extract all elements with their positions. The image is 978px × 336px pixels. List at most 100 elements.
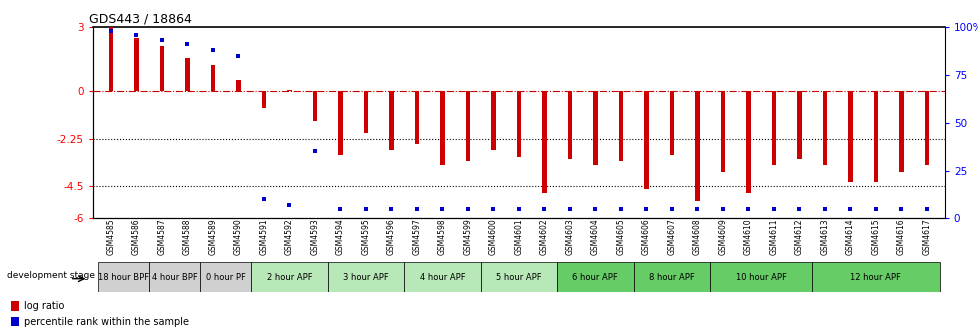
Point — [434, 206, 450, 212]
Text: GSM4603: GSM4603 — [564, 218, 574, 255]
Point — [179, 41, 195, 47]
Text: log ratio: log ratio — [24, 301, 65, 311]
Text: 8 hour APF: 8 hour APF — [648, 273, 694, 282]
Bar — [98, 262, 149, 292]
Text: GSM4595: GSM4595 — [361, 218, 370, 255]
Text: GSM4592: GSM4592 — [285, 218, 293, 255]
Text: GSM4590: GSM4590 — [234, 218, 243, 255]
Bar — [363, 91, 368, 133]
Point — [791, 206, 807, 212]
Text: GSM4601: GSM4601 — [513, 218, 523, 255]
Bar — [812, 262, 939, 292]
Point — [282, 202, 297, 208]
Bar — [745, 91, 750, 193]
Bar — [847, 91, 852, 182]
Text: 18 hour BPF: 18 hour BPF — [98, 273, 149, 282]
Text: GSM4617: GSM4617 — [921, 218, 930, 255]
Point — [612, 206, 628, 212]
Point — [307, 149, 323, 154]
Point — [561, 206, 577, 212]
Text: 4 hour BPF: 4 hour BPF — [152, 273, 198, 282]
Bar — [669, 91, 674, 155]
Text: GSM4599: GSM4599 — [463, 218, 472, 255]
Bar — [556, 262, 633, 292]
Point — [842, 206, 858, 212]
Bar — [287, 90, 291, 91]
Text: GSM4607: GSM4607 — [667, 218, 676, 255]
Text: GSM4593: GSM4593 — [310, 218, 319, 255]
Bar — [337, 91, 342, 155]
Text: GSM4609: GSM4609 — [718, 218, 727, 255]
Text: GDS443 / 18864: GDS443 / 18864 — [89, 13, 192, 26]
Text: 6 hour APF: 6 hour APF — [572, 273, 618, 282]
Text: GSM4616: GSM4616 — [896, 218, 905, 255]
Text: GSM4598: GSM4598 — [437, 218, 446, 255]
Point — [409, 206, 424, 212]
Text: 3 hour APF: 3 hour APF — [342, 273, 388, 282]
Point — [918, 206, 934, 212]
Bar — [404, 262, 480, 292]
Bar — [796, 91, 801, 159]
Text: GSM4608: GSM4608 — [692, 218, 701, 255]
Point — [128, 32, 144, 37]
Text: GSM4585: GSM4585 — [107, 218, 115, 255]
Bar — [720, 91, 725, 172]
Bar — [709, 262, 812, 292]
Bar — [694, 91, 699, 201]
Point — [867, 206, 883, 212]
Bar — [200, 262, 250, 292]
Point — [663, 206, 679, 212]
Text: GSM4597: GSM4597 — [412, 218, 421, 255]
Bar — [567, 91, 571, 159]
Bar — [466, 91, 469, 161]
Bar — [236, 80, 241, 91]
Text: 12 hour APF: 12 hour APF — [850, 273, 901, 282]
Point — [485, 206, 501, 212]
Point — [765, 206, 780, 212]
Point — [739, 206, 755, 212]
Text: GSM4589: GSM4589 — [208, 218, 217, 255]
Bar — [159, 46, 164, 91]
Bar — [185, 58, 190, 91]
Text: GSM4613: GSM4613 — [820, 218, 828, 255]
Bar — [618, 91, 623, 161]
Bar — [440, 91, 444, 165]
Bar — [633, 262, 709, 292]
Bar — [644, 91, 648, 188]
Point — [638, 206, 653, 212]
Text: GSM4588: GSM4588 — [183, 218, 192, 255]
Text: GSM4586: GSM4586 — [132, 218, 141, 255]
Point — [511, 206, 526, 212]
Bar — [11, 301, 19, 311]
Text: GSM4610: GSM4610 — [743, 218, 752, 255]
Bar — [149, 262, 200, 292]
Text: 0 hour PF: 0 hour PF — [205, 273, 245, 282]
Bar — [414, 91, 419, 144]
Bar — [480, 262, 556, 292]
Text: 2 hour APF: 2 hour APF — [266, 273, 312, 282]
Text: GSM4612: GSM4612 — [794, 218, 803, 255]
Text: GSM4594: GSM4594 — [335, 218, 344, 255]
Bar — [210, 65, 215, 91]
Text: 10 hour APF: 10 hour APF — [734, 273, 785, 282]
Point — [383, 206, 399, 212]
Bar — [134, 38, 139, 91]
Point — [587, 206, 602, 212]
Bar — [923, 91, 928, 165]
Point — [230, 53, 245, 58]
Text: 5 hour APF: 5 hour APF — [496, 273, 541, 282]
Point — [204, 47, 220, 52]
Bar — [109, 27, 113, 91]
Text: GSM4614: GSM4614 — [845, 218, 854, 255]
Text: GSM4615: GSM4615 — [870, 218, 879, 255]
Text: 4 hour APF: 4 hour APF — [420, 273, 465, 282]
Bar — [516, 91, 520, 157]
Text: GSM4602: GSM4602 — [539, 218, 549, 255]
Text: development stage: development stage — [8, 271, 95, 280]
Text: percentile rank within the sample: percentile rank within the sample — [24, 317, 189, 327]
Point — [358, 206, 374, 212]
Text: GSM4605: GSM4605 — [616, 218, 625, 255]
Point — [333, 206, 348, 212]
Point — [460, 206, 475, 212]
Bar — [388, 91, 393, 150]
